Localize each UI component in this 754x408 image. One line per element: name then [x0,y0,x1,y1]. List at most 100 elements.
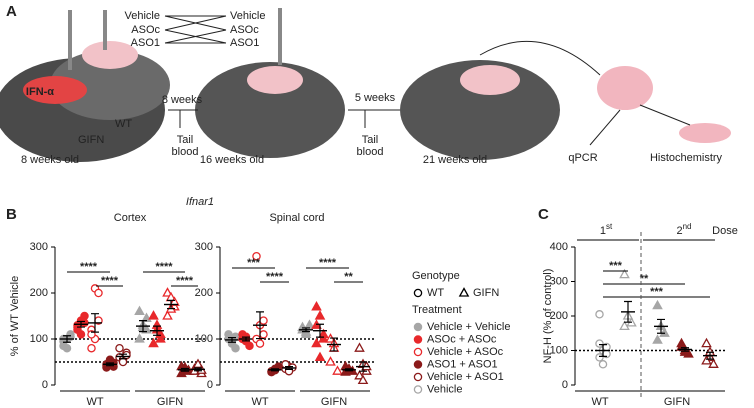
data-point [361,365,372,375]
gene-label: Ifnar1 [186,196,214,208]
significance-label: **** [319,257,337,269]
legend-symbol [413,347,423,357]
dose-suffix: st [606,222,613,231]
sampling-label: blood [172,146,199,158]
treatment-label: Vehicle [230,10,265,22]
data-point [80,311,89,321]
error-bar [228,337,236,343]
data-point [252,251,261,261]
genotype-label: GIFN [78,134,104,146]
legend-label: Vehicle + ASO1 [427,371,504,383]
treatment-label: Vehicle [125,10,160,22]
legend-symbol [413,385,423,394]
y-tick-label: 300 [195,241,213,253]
data-point [361,360,372,371]
interval-label: 8 weeks [162,94,203,106]
data-point [619,268,630,279]
treatment-label: ASOc [230,24,259,36]
data-point [94,288,103,298]
transgene-label: IFN-α [26,86,54,98]
error-bar [119,353,127,360]
data-point [62,343,72,353]
dose-number: 1 [600,225,606,237]
significance-label: *** [650,286,664,298]
legend-title: Genotype [412,270,460,282]
error-bar [706,351,714,360]
panel-label: C [538,206,549,223]
data-point [162,310,173,320]
data-point [318,333,329,343]
data-point [122,350,131,360]
error-bar [302,327,310,333]
treatment-label: ASOc [131,24,160,36]
transgene-region [23,76,87,104]
x-tick-label: WT [86,396,103,408]
data-point [701,355,712,365]
x-tick-label: GIFN [321,396,347,408]
data-point [259,316,268,325]
legend-label: GIFN [473,287,499,299]
data-point [357,374,369,385]
error-bar [681,347,689,352]
significance-label: ** [344,271,353,283]
data-point [659,327,670,337]
error-bar [285,366,293,370]
data-point [80,318,89,328]
y-tick-label: 100 [30,333,48,345]
dose-label: 2nd [676,222,691,237]
data-point [148,337,159,348]
data-point [297,321,308,332]
error-bar [181,367,189,372]
significance-label: **** [176,275,194,287]
data-point [192,358,204,368]
data-point [155,333,166,343]
x-tick-label: GIFN [664,396,690,408]
y-tick-label: 100 [550,344,568,356]
data-point [325,356,336,366]
error-bar [63,335,71,343]
schematic [0,8,731,162]
data-point [311,300,322,311]
legend-label: WT [427,287,444,299]
data-point [332,365,343,375]
data-point [87,343,96,353]
dose-suffix: nd [683,222,692,231]
error-bar [77,320,85,328]
data-point [162,287,173,297]
error-bar [194,367,202,372]
data-point [354,369,365,380]
y-tick-label: 300 [550,275,568,287]
error-bar [359,361,367,372]
y-axis-label: % of WT Vehicle [9,276,21,357]
data-point [245,341,254,351]
y-tick-label: 100 [195,333,213,345]
sampling-label: blood [357,146,384,158]
legend-symbol [413,360,423,369]
data-point [314,310,326,320]
data-point [115,343,124,353]
error-bar [271,368,279,372]
y-tick-label: 0 [42,379,48,391]
y-tick-label: 0 [207,379,213,391]
x-tick-label: WT [251,396,268,408]
brain [460,65,520,95]
data-point [595,310,604,319]
legend-label: ASO1 + ASO1 [427,358,498,370]
data-point [148,310,159,320]
brain-slice [679,123,731,143]
chart-title: Cortex [114,212,147,224]
data-point [169,296,180,306]
x-tick-label: GIFN [157,396,183,408]
data-point [176,367,187,378]
significance-label: *** [609,260,623,272]
data-point [595,339,604,348]
age-label: 16 weeks old [200,154,264,166]
age-label: 8 weeks old [21,154,79,166]
legend-title: Treatment [412,304,462,316]
treatment-label: ASO1 [230,37,259,49]
error-bar [330,337,338,352]
data-point [598,360,608,369]
x-tick-label: WT [591,396,608,408]
significance-label: **** [101,275,119,287]
